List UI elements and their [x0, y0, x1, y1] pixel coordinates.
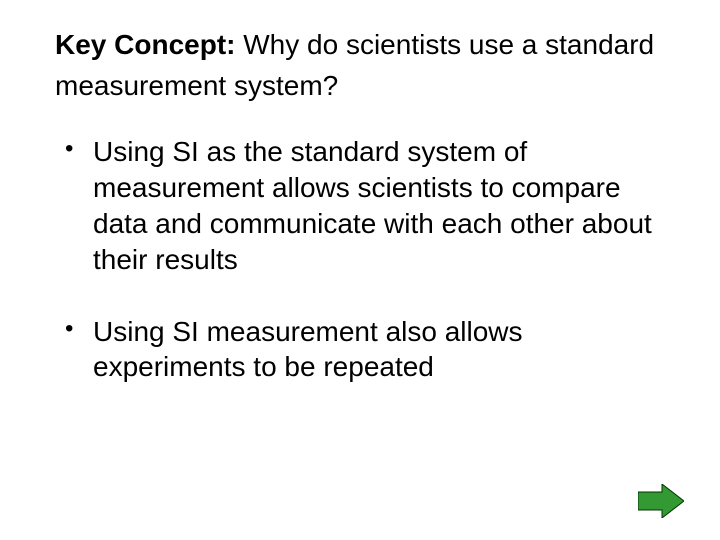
- slide-heading: Key Concept: Why do scientists use a sta…: [55, 25, 665, 106]
- list-item: Using SI as the standard system of measu…: [93, 134, 665, 277]
- heading-label: Key Concept:: [55, 29, 235, 60]
- bullet-list: Using SI as the standard system of measu…: [55, 134, 665, 385]
- list-item: Using SI measurement also allows experim…: [93, 314, 665, 386]
- arrow-right-icon: [638, 484, 684, 518]
- slide: Key Concept: Why do scientists use a sta…: [0, 0, 720, 540]
- next-arrow-button[interactable]: [638, 484, 684, 518]
